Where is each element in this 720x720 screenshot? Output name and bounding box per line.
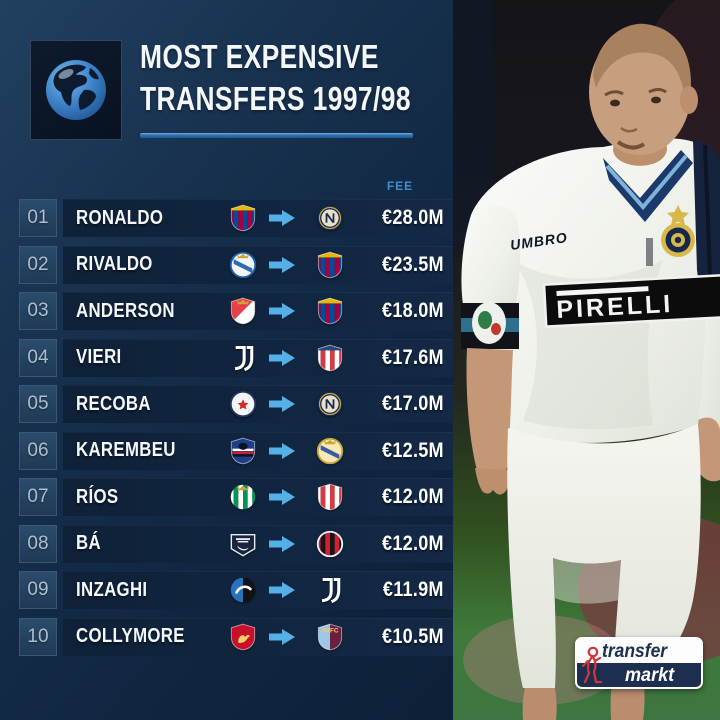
- juventus-badge: [316, 576, 344, 604]
- player-name: INZAGHI: [76, 578, 148, 601]
- table-row: 03 ANDERSON €18.0M: [19, 292, 453, 330]
- row-bar: ANDERSON €18.0M: [63, 292, 453, 330]
- ronaldo-photo: UMBRO PIRELLI: [453, 0, 720, 720]
- player-name: RIVALDO: [76, 253, 153, 275]
- fc-barcelona-badge: [316, 251, 344, 279]
- transfer-arrow-icon: [269, 535, 295, 552]
- rank-badge: 08: [19, 524, 57, 563]
- row-bar: RÍOS €12.0M: [63, 478, 453, 516]
- transfer-fee: €23.5M: [382, 252, 444, 276]
- rank-badge: 02: [19, 245, 57, 284]
- row-bar: RECOBA €17.0M: [63, 385, 453, 423]
- transfer-arrow-icon: [269, 628, 295, 645]
- rank-badge: 03: [19, 292, 57, 330]
- transfers-table: 01 RONALDO €28.0M 02 RIVALDO €23.5: [19, 199, 453, 664]
- fee-column-header: FEE: [386, 179, 414, 193]
- transfer-fee: €12.0M: [382, 531, 444, 555]
- row-bar: BÁ €12.0M: [63, 524, 453, 563]
- svg-text:AVFC: AVFC: [322, 627, 339, 634]
- athletic-bilbao-badge: [316, 483, 344, 511]
- row-bar: INZAGHI €11.9M: [63, 571, 453, 609]
- player-name: RECOBA: [76, 392, 151, 415]
- rank-badge: 01: [19, 199, 57, 237]
- player-name: KAREMBEU: [76, 439, 176, 461]
- transfer-arrow-icon: [269, 349, 295, 366]
- player-name: COLLYMORE: [76, 625, 185, 647]
- player-name: RÍOS: [76, 485, 119, 508]
- juventus-badge: [229, 344, 257, 372]
- nacional-badge: [229, 390, 257, 418]
- title-underline: [140, 133, 413, 138]
- transfer-fee: €18.0M: [382, 299, 444, 322]
- transfer-fee: €17.6M: [382, 345, 444, 369]
- transfermarkt-logo: transfer markt: [575, 637, 703, 689]
- liverpool-badge: [229, 623, 257, 651]
- transfer-fee: €10.5M: [382, 624, 444, 648]
- table-row: 05 RECOBA €17.0M: [19, 385, 453, 423]
- table-row: 08 BÁ €12.0M: [19, 524, 453, 563]
- logo-bottom-half: markt: [577, 663, 701, 687]
- row-bar: RIVALDO €23.5M: [63, 245, 453, 284]
- fc-barcelona-badge: [229, 204, 257, 232]
- transfer-fee: €28.0M: [382, 206, 444, 229]
- girondins-bordeaux-badge: [229, 530, 257, 558]
- table-row: 09 INZAGHI €11.9M: [19, 571, 453, 609]
- inter-milan-badge: [316, 390, 344, 418]
- real-madrid-badge: [316, 437, 344, 465]
- rank-badge: 07: [19, 478, 57, 516]
- transfer-arrow-icon: [269, 210, 295, 226]
- atalanta-badge: [229, 576, 257, 604]
- transfer-arrow-icon: [269, 256, 295, 273]
- page-title: MOST EXPENSIVE TRANSFERS 1997/98: [140, 36, 479, 120]
- svg-text:UMBRO: UMBRO: [509, 229, 569, 253]
- row-bar: VIERI €17.6M: [63, 338, 453, 377]
- table-row: 02 RIVALDO €23.5M: [19, 245, 453, 284]
- table-row: 07 RÍOS €12.0M: [19, 478, 453, 516]
- as-monaco-badge: [229, 297, 257, 325]
- transfer-arrow-icon: [269, 396, 295, 412]
- deportivo-la-coruna-badge: [229, 251, 257, 279]
- table-row: 06 KAREMBEU €12.5M: [19, 431, 453, 470]
- rank-badge: 05: [19, 385, 57, 423]
- real-betis-badge: [229, 483, 257, 511]
- svg-text:PIRELLI: PIRELLI: [556, 290, 674, 324]
- inter-milan-badge: [316, 204, 344, 232]
- logo-top-half: transfer: [577, 639, 701, 663]
- globe-tile: [30, 40, 122, 140]
- transfer-fee: €12.5M: [382, 438, 444, 462]
- logo-word-markt: markt: [625, 664, 675, 686]
- row-bar: KAREMBEU €12.5M: [63, 431, 453, 470]
- aston-villa-badge: AVFC: [316, 623, 344, 651]
- title-line-2: TRANSFERS 1997/98: [140, 80, 411, 117]
- player-name: ANDERSON: [76, 299, 175, 322]
- row-bar: COLLYMORE AVFC €10.5M: [63, 617, 453, 656]
- table-row: 01 RONALDO €28.0M: [19, 199, 453, 237]
- transfer-arrow-icon: [269, 442, 295, 459]
- fc-barcelona-badge: [316, 297, 344, 325]
- globe-americas-icon: [46, 60, 106, 120]
- table-row: 10 COLLYMORE AVFC €10.5M: [19, 617, 453, 656]
- rank-badge: 06: [19, 431, 57, 470]
- player-name: VIERI: [76, 346, 122, 368]
- atletico-madrid-badge: [316, 344, 344, 372]
- rank-badge: 09: [19, 571, 57, 609]
- row-bar: RONALDO €28.0M: [63, 199, 453, 237]
- transfer-fee: €11.9M: [383, 578, 444, 601]
- player-name: RONALDO: [76, 206, 164, 229]
- transfermarkt-mascot-icon: [581, 646, 603, 684]
- title-line-1: MOST EXPENSIVE: [140, 38, 379, 75]
- player-name: BÁ: [76, 532, 101, 554]
- transfer-arrow-icon: [269, 303, 295, 319]
- transfer-arrow-icon: [269, 489, 295, 505]
- table-row: 04 VIERI €17.6M: [19, 338, 453, 377]
- rank-badge: 04: [19, 338, 57, 377]
- transfer-fee: €12.0M: [382, 485, 444, 508]
- ac-milan-badge: [316, 530, 344, 558]
- sampdoria-badge: [229, 437, 257, 465]
- transfer-fee: €17.0M: [382, 392, 444, 415]
- rank-badge: 10: [19, 617, 57, 656]
- transfer-arrow-icon: [269, 582, 295, 598]
- logo-word-transfer: transfer: [602, 640, 668, 662]
